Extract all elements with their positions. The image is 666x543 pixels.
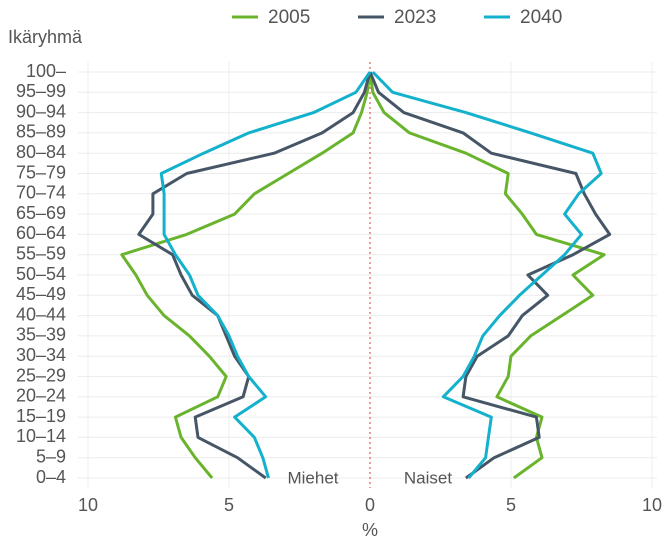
y-axis-title: Ikäryhmä — [8, 27, 83, 47]
y-tick-label: 35–39 — [16, 325, 66, 345]
x-tick-label: 5 — [506, 495, 516, 515]
x-tick-label: 10 — [78, 495, 98, 515]
y-tick-label: 25–29 — [16, 365, 66, 385]
series-line — [368, 71, 612, 480]
y-tick-label: 95–99 — [16, 81, 66, 101]
y-tick-label: 0–4 — [36, 467, 66, 487]
series-line — [368, 71, 606, 480]
x-axis-title: % — [362, 520, 378, 540]
legend-label: 2023 — [394, 7, 436, 28]
y-tick-label: 45–49 — [16, 284, 66, 304]
x-tick-label: 5 — [224, 495, 234, 515]
x-tick-label: 0 — [365, 495, 375, 515]
y-tick-label: 5–9 — [36, 446, 66, 466]
y-tick-label: 60–64 — [16, 223, 66, 243]
y-tick-label: 40–44 — [16, 304, 66, 324]
series-line — [120, 71, 372, 479]
y-tick-label: 85–89 — [16, 122, 66, 142]
series-line — [137, 71, 372, 480]
y-tick-label: 55–59 — [16, 243, 66, 263]
y-tick-label: 90–94 — [16, 101, 66, 121]
y-tick-label: 70–74 — [16, 183, 66, 203]
series-line — [371, 70, 603, 479]
y-tick-label: 65–69 — [16, 203, 66, 223]
y-tick-label: 50–54 — [16, 264, 66, 284]
y-tick-label: 75–79 — [16, 162, 66, 182]
legend-label: 2005 — [268, 7, 310, 28]
y-tick-label: 100– — [26, 61, 66, 81]
annotation: Naiset — [404, 468, 452, 487]
y-tick-label: 20–24 — [16, 386, 66, 406]
y-tick-label: 30–34 — [16, 345, 66, 365]
y-tick-label: 15–19 — [16, 406, 66, 426]
series-line — [159, 71, 372, 479]
annotation: Miehet — [287, 468, 338, 487]
legend-label: 2040 — [520, 7, 562, 28]
y-tick-label: 80–84 — [16, 142, 66, 162]
x-tick-label: 10 — [642, 495, 662, 515]
y-tick-label: 10–14 — [16, 426, 66, 446]
